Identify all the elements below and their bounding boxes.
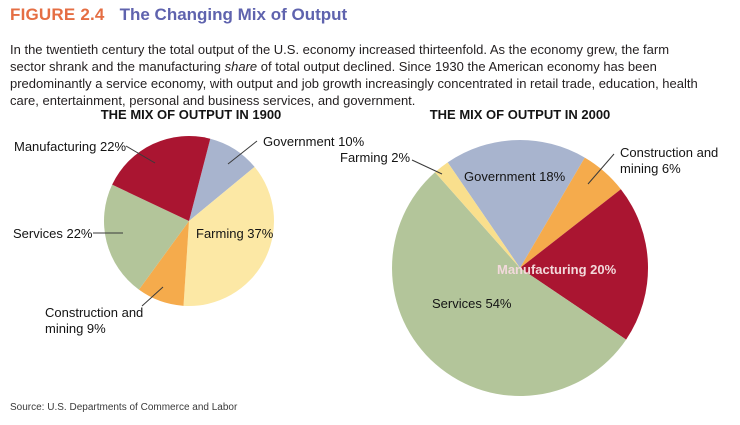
pie-slice-services [103, 184, 189, 290]
pie-slice-farming [435, 162, 520, 268]
pie-slice-services [392, 172, 627, 396]
source-note: Source: U.S. Departments of Commerce and… [10, 402, 238, 413]
leader-government-1900 [227, 140, 258, 165]
pie-slice-construction-and-mining [520, 157, 621, 268]
figure-title: The Changing Mix of Output [119, 5, 348, 24]
label-services-1900: Services 22% [13, 226, 93, 241]
figure-number: FIGURE 2.4 [10, 5, 105, 24]
leader-farming-2000 [411, 159, 443, 175]
label-construction-2000: Construction and mining 6% [620, 145, 719, 176]
figure-description: In the twentieth century the total outpu… [10, 41, 700, 109]
pie-slice-government [447, 140, 585, 268]
label-farming-2000: Farming 2% [340, 150, 411, 165]
label-construction-1900: Construction and mining 9% [45, 305, 144, 336]
pie-slice-construction-and-mining [138, 221, 189, 306]
leader-construction-2000 [587, 153, 615, 185]
description-text-post: of total output declined. Since 1930 the… [10, 59, 698, 108]
pie-slice-manufacturing [112, 136, 211, 221]
label-government-1900: Government 10% [263, 134, 365, 149]
pie-slice-government [189, 138, 255, 221]
leader-lines [93, 140, 615, 307]
pie-slice-farming [183, 166, 275, 306]
pie-slice-manufacturing [520, 189, 649, 340]
pie-2000 [392, 140, 649, 396]
chart-title-2000: THE MIX OF OUTPUT IN 2000 [429, 107, 611, 122]
chart-title-1900: THE MIX OF OUTPUT IN 1900 [100, 107, 282, 122]
label-government-2000: Government 18% [464, 169, 566, 184]
figure-header: FIGURE 2.4 The Changing Mix of Output [10, 5, 347, 25]
description-text-pre: In the twentieth century the total outpu… [10, 42, 670, 74]
leader-construction-1900 [141, 286, 164, 307]
description-italic-word: share [224, 59, 258, 74]
leader-manufacturing-1900 [125, 145, 156, 164]
label-manufacturing-2000: Manufacturing 20% [497, 262, 617, 277]
label-manufacturing-1900: Manufacturing 22% [14, 139, 127, 154]
label-farming-1900: Farming 37% [196, 226, 274, 241]
label-services-2000: Services 54% [432, 296, 512, 311]
pie-1900 [103, 136, 275, 306]
